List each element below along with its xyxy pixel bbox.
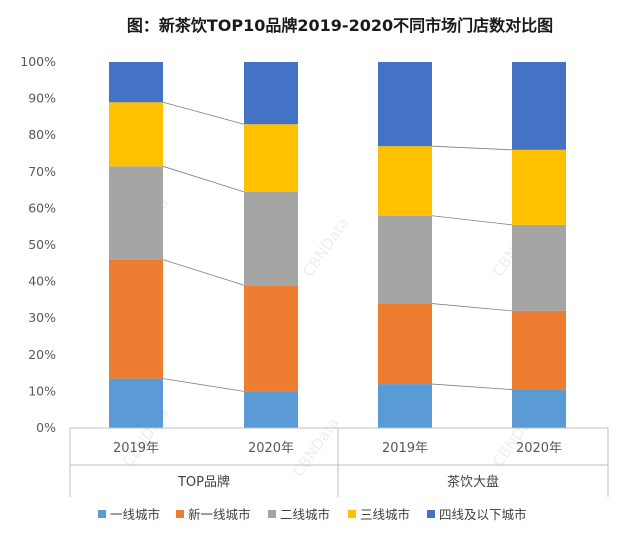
legend-label: 二线城市 (280, 507, 330, 522)
legend-label: 新一线城市 (188, 507, 251, 522)
connector-lines (162, 101, 513, 392)
bar-segment (244, 285, 298, 392)
legend-swatch (348, 510, 356, 518)
y-tick-label: 10% (28, 383, 56, 398)
y-tick-label: 80% (28, 127, 56, 142)
axes: 0% 10% 20% 30% 40% 50% 60% 70% 80% 90% 100% (20, 54, 56, 435)
bar-segment (512, 149, 566, 225)
connector-line (431, 303, 513, 312)
bar-segment (244, 124, 298, 192)
connector-line (162, 165, 245, 193)
x-group-label: TOP品牌 (177, 474, 230, 490)
bar-segment (109, 102, 163, 167)
bar-segment (109, 259, 163, 379)
bar-segment (109, 378, 163, 428)
x-axis: 2019年 2020年 2019年 2020年 TOP品牌 茶饮大盘 (69, 427, 609, 497)
legend-label: 一线城市 (110, 507, 160, 522)
connector-line (431, 383, 513, 390)
y-tick-label: 20% (28, 347, 56, 362)
bar-segment (378, 303, 432, 385)
connector-line (162, 259, 245, 286)
bar-segment (244, 62, 298, 125)
y-tick-label: 100% (20, 54, 56, 69)
watermark-text: CBNData (299, 214, 353, 280)
watermarks: CBNDataCBNDataCBNDataCBNDataCBNDataCBNDa… (119, 194, 543, 480)
bar-segment (378, 215, 432, 304)
y-tick-label: 50% (28, 237, 56, 252)
legend-swatch (427, 510, 435, 518)
x-group-label: 茶饮大盘 (447, 474, 499, 490)
connector-line (431, 145, 513, 151)
legend: 一线城市 新一线城市 二线城市 三线城市 四线及以下城市 (98, 507, 527, 522)
x-tick-label: 2019年 (382, 441, 428, 456)
x-tick-label: 2020年 (248, 441, 294, 456)
connector-line (431, 215, 513, 226)
y-tick-label: 60% (28, 200, 56, 215)
bar-segment (378, 146, 432, 216)
bar-segment (244, 391, 298, 428)
y-tick-label: 30% (28, 310, 56, 325)
y-tick-label: 0% (36, 420, 56, 435)
bar-segment (512, 389, 566, 428)
x-tick-label: 2019年 (113, 441, 159, 456)
legend-swatch (268, 510, 276, 518)
bar-segment (512, 310, 566, 390)
bar-segment (109, 62, 163, 103)
chart-title: 图：新茶饮TOP10品牌2019-2020不同市场门店数对比图 (127, 16, 553, 35)
bar-segment (109, 166, 163, 260)
y-tick-label: 90% (28, 91, 56, 106)
bars (109, 62, 566, 428)
connector-line (162, 378, 245, 392)
legend-label: 四线及以下城市 (439, 507, 527, 522)
y-tick-label: 70% (28, 164, 56, 179)
legend-swatch (176, 510, 184, 518)
legend-label: 三线城市 (360, 507, 410, 522)
y-tick-label: 40% (28, 274, 56, 289)
bar-segment (512, 62, 566, 150)
x-tick-label: 2020年 (516, 441, 562, 456)
bar-segment (378, 384, 432, 428)
bar-segment (244, 191, 298, 286)
bar-segment (512, 224, 566, 311)
legend-swatch (98, 510, 106, 518)
connector-line (162, 101, 245, 125)
bar-segment (378, 62, 432, 147)
